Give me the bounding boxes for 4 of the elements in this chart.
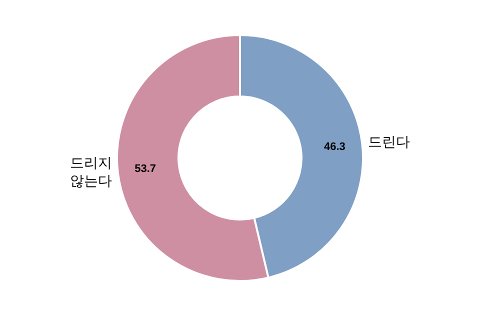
data-label: 46.3: [324, 140, 346, 153]
data-label: 53.7: [134, 163, 156, 176]
slice-label: 드리지 않는다: [70, 156, 112, 190]
slice-label: 드린다: [368, 134, 410, 151]
